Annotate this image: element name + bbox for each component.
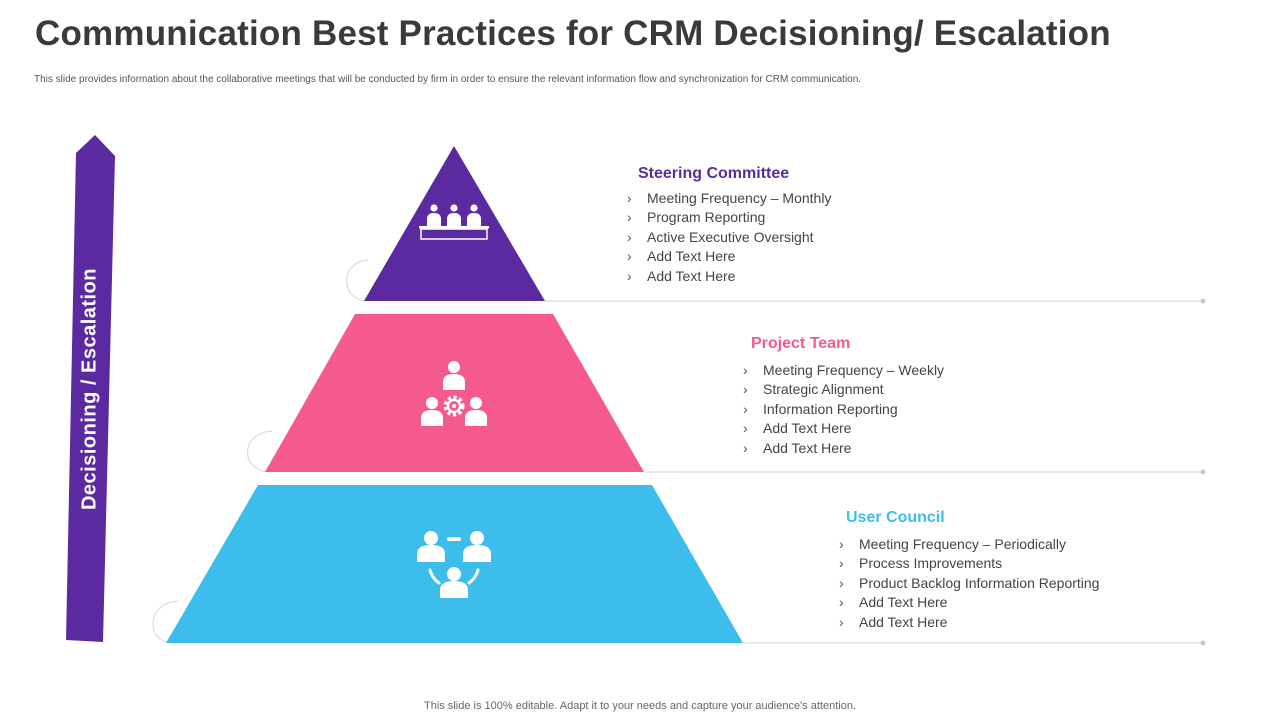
chevron-right-icon: › bbox=[839, 613, 844, 630]
list-item: › Add Text Here bbox=[627, 267, 831, 286]
tier-1-text-block: Steering Committee › Meeting Frequency – … bbox=[627, 165, 831, 286]
list-item: › Process Improvements bbox=[839, 554, 1099, 573]
slide-subtitle: This slide provides information about th… bbox=[34, 74, 862, 85]
tier-2-title: Project Team bbox=[751, 335, 851, 352]
chevron-right-icon: › bbox=[839, 574, 844, 591]
chevron-right-icon: › bbox=[743, 420, 748, 437]
tier-2-text-block: Project Team › Meeting Frequency – Weekly… bbox=[743, 335, 944, 458]
meeting-table-icon bbox=[419, 204, 489, 240]
chevron-right-icon: › bbox=[627, 267, 632, 284]
list-item: › Active Executive Oversight bbox=[627, 228, 831, 247]
list-item: › Add Text Here bbox=[627, 247, 831, 266]
chevron-right-icon: › bbox=[839, 536, 844, 552]
chevron-right-icon: › bbox=[627, 228, 632, 245]
tier-1-list: › Meeting Frequency – Monthly › Program Re… bbox=[627, 189, 831, 286]
tier-3-text-block: User Council › Meeting Frequency – Period… bbox=[839, 509, 1099, 632]
list-item: › Strategic Alignment bbox=[743, 380, 944, 399]
tier-3-trapezoid bbox=[166, 485, 743, 643]
list-item: › Meeting Frequency – Periodically bbox=[839, 535, 1099, 554]
chevron-right-icon: › bbox=[743, 439, 748, 456]
list-item: › Program Reporting bbox=[627, 208, 831, 227]
chevron-right-icon: › bbox=[627, 248, 632, 265]
chevron-right-icon: › bbox=[743, 362, 748, 378]
team-gear-icon bbox=[421, 361, 487, 426]
list-item: › Meeting Frequency – Weekly bbox=[743, 361, 944, 380]
tier-2-trapezoid bbox=[265, 314, 644, 472]
list-item: › Add Text Here bbox=[743, 439, 944, 458]
group-discussion-icon bbox=[417, 531, 491, 598]
chevron-right-icon: › bbox=[839, 555, 844, 572]
escalation-arrow bbox=[66, 135, 115, 642]
list-item: › Product Backlog Information Reporting bbox=[839, 574, 1099, 593]
list-item: › Information Reporting bbox=[743, 400, 944, 419]
tier-3-shadow-arc bbox=[152, 600, 179, 644]
escalation-arrow-label: Decisioning / Escalation bbox=[78, 267, 101, 511]
list-item: › Add Text Here bbox=[743, 419, 944, 438]
slide-footer: This slide is 100% editable. Adapt it to… bbox=[424, 700, 856, 712]
tier-3-list: › Meeting Frequency – Periodically › Proce… bbox=[839, 535, 1099, 632]
chevron-right-icon: › bbox=[839, 594, 844, 611]
chevron-right-icon: › bbox=[743, 381, 748, 398]
chevron-right-icon: › bbox=[627, 209, 632, 226]
tier-2-list: › Meeting Frequency – Weekly › Strategic A… bbox=[743, 361, 944, 458]
tier-1-line-dot bbox=[1200, 298, 1206, 304]
tier-3-title: User Council bbox=[846, 509, 945, 526]
chevron-right-icon: › bbox=[743, 400, 748, 417]
slide-title: Communication Best Practices for CRM Dec… bbox=[35, 14, 1111, 53]
tier-2-line-dot bbox=[1200, 469, 1206, 475]
tier-1-title: Steering Committee bbox=[638, 165, 790, 182]
list-item: › Add Text Here bbox=[839, 613, 1099, 632]
list-item: › Add Text Here bbox=[839, 593, 1099, 612]
tier-3-line-dot bbox=[1200, 640, 1206, 646]
tier-2-shadow-arc bbox=[246, 430, 273, 473]
tier-1-shadow-arc bbox=[346, 259, 369, 302]
chevron-right-icon: › bbox=[627, 190, 632, 206]
list-item: › Meeting Frequency – Monthly bbox=[627, 189, 831, 208]
